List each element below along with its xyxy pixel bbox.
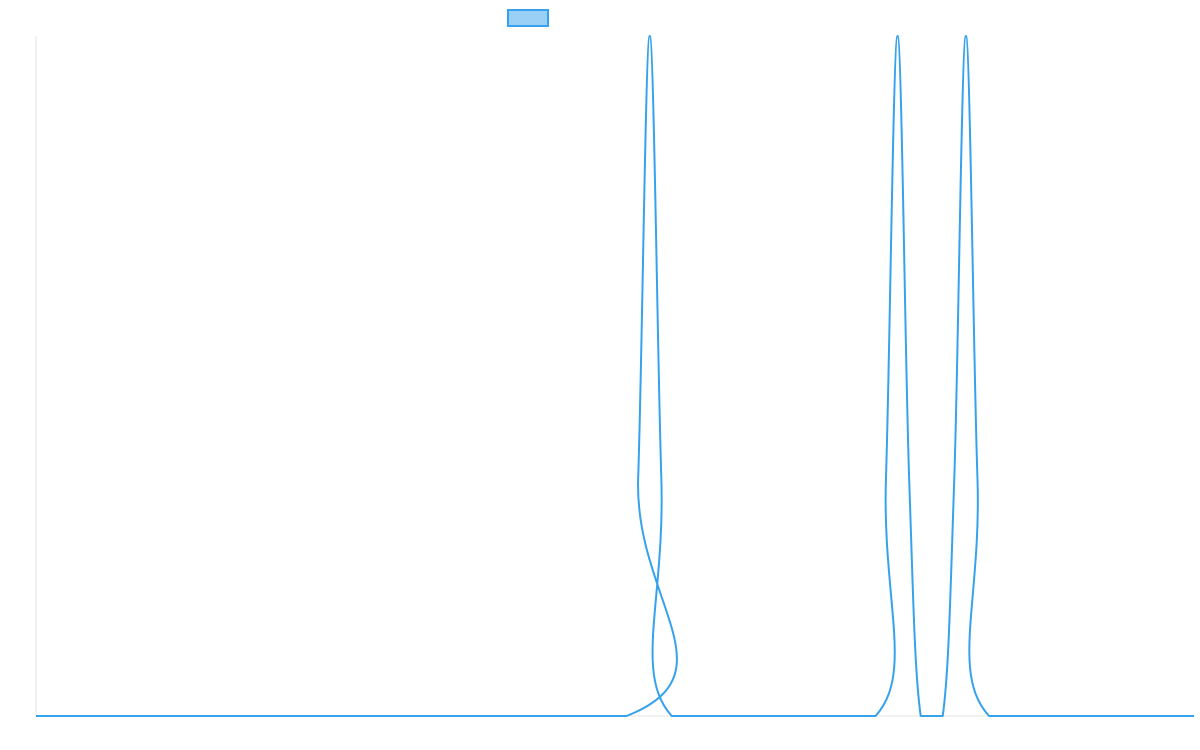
series-line-0[interactable] — [36, 35, 1194, 717]
chart-series — [36, 35, 1194, 717]
chart-legend — [507, 9, 549, 27]
legend-swatch[interactable] — [507, 9, 549, 27]
chart-axes — [35, 36, 1194, 717]
